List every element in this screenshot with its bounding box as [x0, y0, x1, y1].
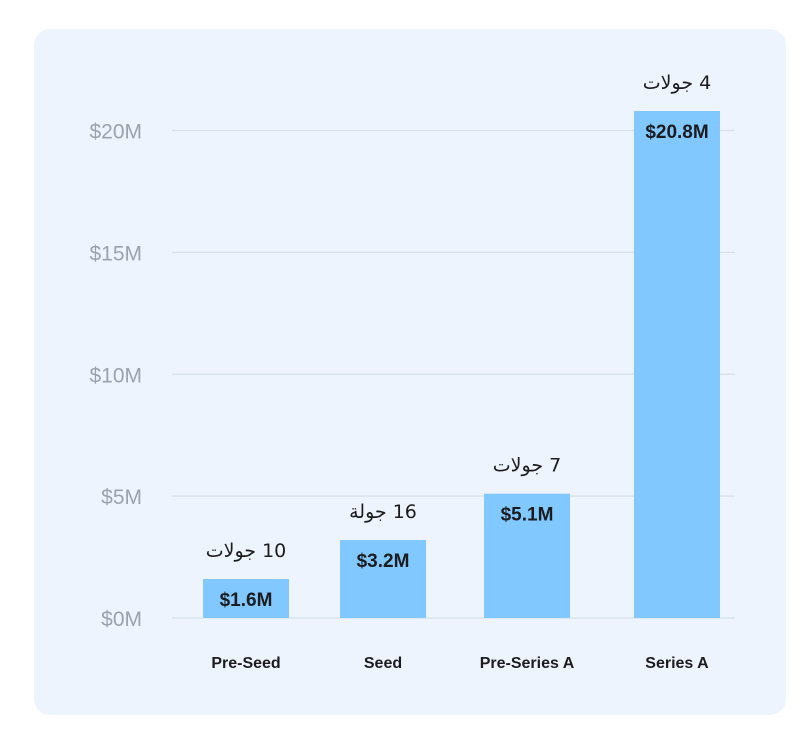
bar-round-count: 16 جولة: [349, 501, 417, 523]
bar: [634, 111, 720, 618]
bar-value-label: $3.2M: [357, 551, 410, 572]
x-axis-categories: Pre-Seed Seed Pre-Series A Series A: [211, 655, 709, 672]
bar-value-label: $20.8M: [645, 122, 708, 143]
y-tick-label: $0M: [101, 608, 142, 631]
bar: [340, 540, 426, 618]
x-category-label: Pre-Seed: [211, 655, 280, 672]
bar-round-count: 4 جولات: [643, 72, 711, 94]
y-axis-ticks: $0M $5M $10M $15M $20M: [89, 121, 142, 632]
bar-round-count: 7 جولات: [493, 455, 561, 477]
x-category-label: Seed: [364, 655, 402, 672]
bar-value-label: $5.1M: [501, 505, 554, 526]
y-tick-label: $10M: [89, 364, 142, 387]
x-category-label: Series A: [645, 655, 709, 672]
bar-value-label: $1.6M: [220, 590, 273, 611]
bars: [203, 111, 720, 618]
x-category-label: Pre-Series A: [480, 655, 575, 672]
y-tick-label: $20M: [89, 121, 142, 144]
bar-labels: $1.6M 10 جولات $3.2M 16 جولة $5.1M 7 جولات $20…: [206, 72, 711, 611]
bar: [203, 579, 289, 618]
bar-round-count: 10 جولات: [206, 540, 287, 562]
bar: [484, 493, 570, 618]
y-tick-label: $5M: [101, 486, 142, 509]
y-tick-label: $15M: [89, 242, 142, 265]
